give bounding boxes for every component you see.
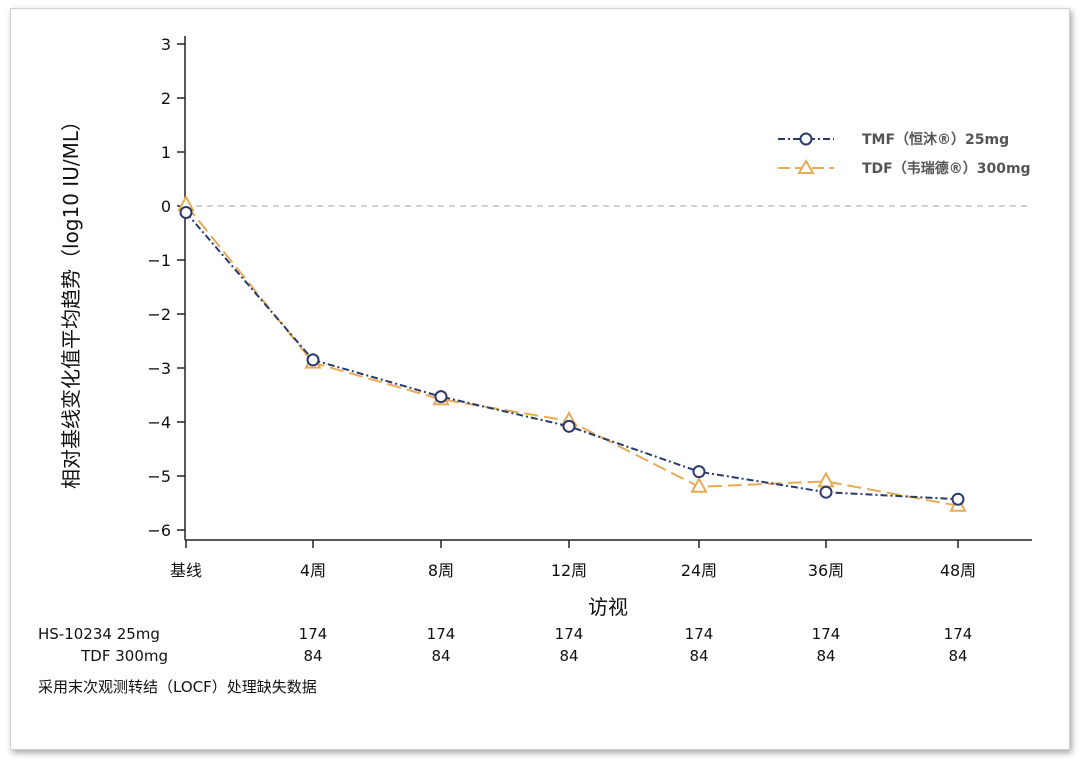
data-point-tmf: [692, 465, 706, 479]
x-tick-label: 12周: [551, 561, 587, 580]
y-tick-label: 1: [161, 143, 171, 162]
table-cell: 174: [944, 625, 973, 643]
data-point-tmf: [951, 492, 965, 506]
y-tick-label: −1: [147, 251, 171, 270]
table-cell: 174: [427, 625, 456, 643]
y-tick-label: −6: [147, 521, 171, 540]
x-tick-label: 24周: [681, 561, 717, 580]
footnote: 采用末次观测转结（LOCF）处理缺失数据: [38, 678, 317, 696]
data-point-tmf: [306, 353, 320, 367]
y-axis-label: 相对基线变化值平均趋势（log10 IU/ML）: [59, 111, 83, 489]
table-cell: 174: [685, 625, 714, 643]
data-point-tmf: [819, 485, 833, 499]
table-cell: 174: [299, 625, 328, 643]
y-tick-label: −2: [147, 305, 171, 324]
table-row-label-hs: HS-10234 25mg: [38, 625, 160, 643]
legend: TMF（恒沐®）25mg TDF（韦瑞德®）300mg: [778, 131, 1031, 177]
legend-marker-tdf: [797, 159, 815, 174]
table-cell: 174: [555, 625, 584, 643]
x-tick-label: 36周: [808, 561, 844, 580]
data-point-tmf: [179, 205, 193, 219]
x-tick-label: 4周: [300, 561, 326, 580]
table-cell: 84: [303, 647, 322, 665]
y-tick-label: 3: [161, 35, 171, 54]
x-tick-label: 基线: [170, 561, 202, 580]
table-cell: 84: [948, 647, 967, 665]
series-line-tdf: [185, 204, 959, 507]
figure-frame: [10, 8, 1070, 750]
y-tick-label: 2: [161, 89, 171, 108]
table-row-label-tdf: TDF 300mg: [80, 647, 168, 665]
series-line-tmf: [185, 211, 959, 501]
data-point-tdf: [817, 471, 835, 488]
table-cell: 84: [559, 647, 578, 665]
table-cell: 84: [431, 647, 450, 665]
y-tick-label: −4: [147, 413, 171, 432]
legend-label-tdf: TDF（韦瑞德®）300mg: [862, 160, 1031, 177]
x-tick-label: 48周: [940, 561, 976, 580]
data-point-tmf: [562, 419, 576, 433]
legend-label-tmf: TMF（恒沐®）25mg: [862, 131, 1009, 148]
x-tick-label: 8周: [428, 561, 454, 580]
data-point-tmf: [434, 390, 448, 404]
y-tick-label: 0: [161, 197, 171, 216]
data-point-tdf: [690, 476, 708, 493]
table-cell: 84: [689, 647, 708, 665]
x-axis-label: 访视: [588, 595, 628, 619]
y-tick-label: −3: [147, 359, 171, 378]
y-tick-label: −5: [147, 467, 171, 486]
table-cell: 174: [812, 625, 841, 643]
table-cell: 84: [816, 647, 835, 665]
legend-marker-tmf: [799, 132, 813, 146]
